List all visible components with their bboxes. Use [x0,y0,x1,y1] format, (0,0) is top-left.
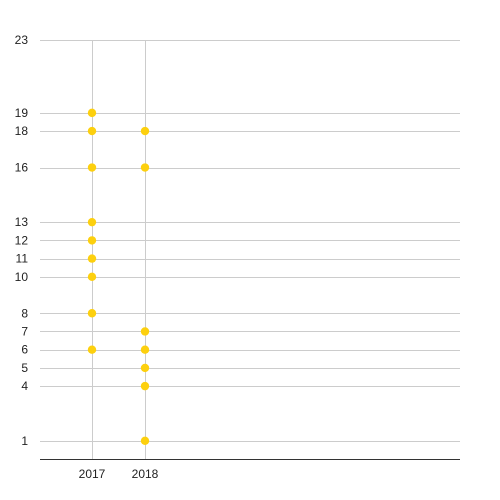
y-tick-label: 12 [15,233,29,247]
data-points [87,108,150,445]
data-point [87,272,97,282]
data-point [140,163,150,172]
data-point [87,236,97,245]
y-tick-label: 13 [15,215,29,229]
y-tick-label: 6 [21,343,28,357]
data-point [140,436,150,445]
y-tick-label: 10 [15,270,29,284]
data-point [140,363,150,373]
data-point [87,309,97,318]
data-point [87,108,97,118]
x-tick-label: 2018 [132,467,159,481]
gridlines [40,40,460,442]
data-point [140,327,150,336]
y-tick-label: 8 [21,306,28,320]
y-tick-label: 4 [21,379,28,393]
x-axis-tick-labels: 2017 2018 [79,467,159,481]
y-tick-label: 18 [15,124,29,138]
data-point [140,381,150,391]
y-tick-label: 19 [15,106,29,120]
data-point [87,163,97,172]
y-tick-label: 11 [16,252,29,266]
category-gridlines [92,40,146,459]
y-tick-label: 16 [15,161,29,175]
data-point [87,217,97,227]
data-point [140,126,150,136]
data-point [140,345,150,354]
y-tick-label: 23 [15,33,29,47]
data-point [87,345,97,354]
y-axis-tick-labels: 1 4 5 6 7 8 10 11 12 13 16 18 19 23 [15,33,29,448]
data-point [87,126,97,136]
y-tick-label: 1 [21,434,28,448]
y-tick-label: 7 [21,324,28,338]
x-tick-label: 2017 [79,467,106,481]
data-point [87,254,97,263]
y-tick-label: 5 [21,361,28,375]
